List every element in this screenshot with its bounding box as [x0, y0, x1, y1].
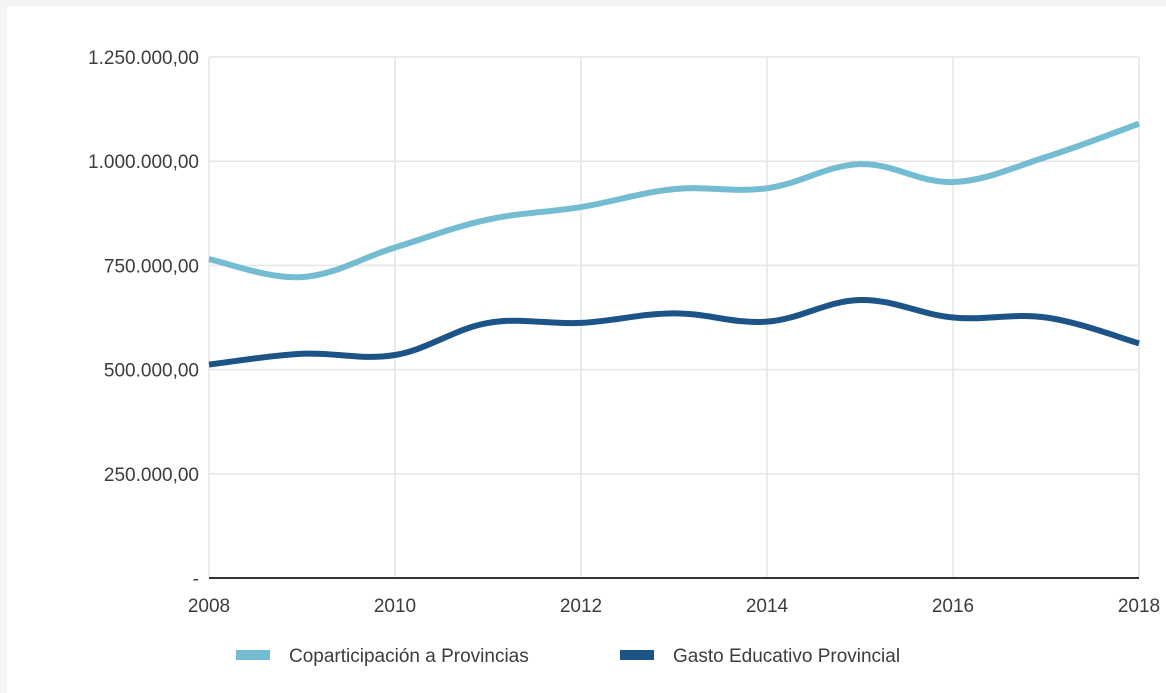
- y-tick-label: 250.000,00: [104, 465, 199, 486]
- y-tick-label: -: [193, 569, 199, 590]
- y-tick-label: 750.000,00: [104, 256, 199, 277]
- y-tick-label: 1.250.000,00: [88, 48, 199, 69]
- series-line-1: [208, 296, 1140, 368]
- y-tick-label: 1.000.000,00: [88, 152, 199, 173]
- legend-swatch-0: [236, 650, 270, 660]
- legend-swatch-1: [620, 650, 654, 660]
- axes: - 250.000,00 500.000,00 750.000,00 1.000.000…: [88, 48, 1160, 617]
- y-tick-label: 500.000,00: [104, 361, 199, 382]
- x-tick-label: 2016: [932, 596, 974, 617]
- legend: Coparticipación a Provincias Gasto Educat…: [236, 646, 900, 667]
- series: [208, 120, 1141, 368]
- x-tick-label: 2014: [746, 596, 789, 617]
- x-tick-label: 2012: [560, 596, 602, 617]
- x-tick-label: 2018: [1118, 596, 1160, 617]
- legend-label-0: Coparticipación a Provincias: [289, 646, 529, 667]
- x-tick-label: 2008: [188, 596, 230, 617]
- x-tick-label: 2010: [374, 596, 416, 617]
- series-line-0: [208, 120, 1141, 281]
- legend-label-1: Gasto Educativo Provincial: [673, 646, 900, 667]
